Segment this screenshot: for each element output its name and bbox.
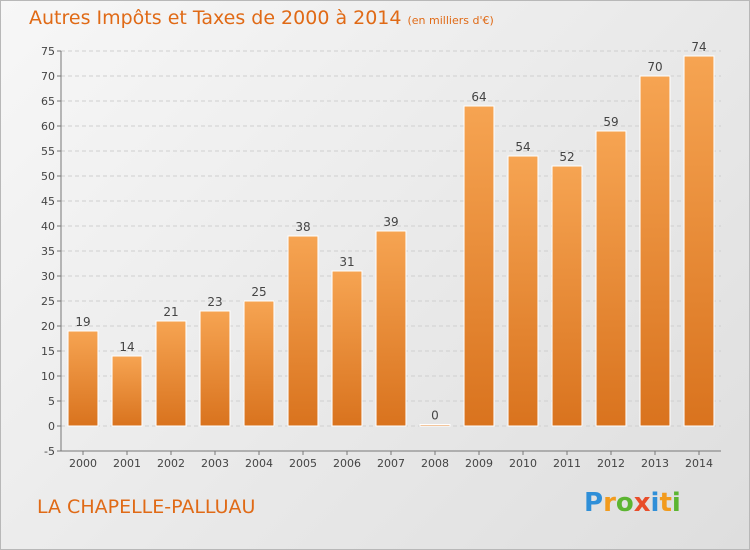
bar (155, 320, 187, 427)
data-label: 14 (119, 340, 134, 354)
bar (507, 155, 539, 427)
logo-letter: i (671, 488, 681, 518)
x-tick-label: 2012 (597, 457, 625, 470)
y-tick-label: -5 (44, 445, 55, 458)
y-tick-label: 20 (41, 320, 55, 333)
data-label: 54 (515, 140, 530, 154)
x-tick-label: 2007 (377, 457, 405, 470)
y-tick-label: 65 (41, 95, 55, 108)
chart-title-text: Autres Impôts et Taxes de 2000 à 2014 (29, 7, 402, 29)
x-tick-label: 2004 (245, 457, 273, 470)
y-tick-label: 50 (41, 170, 55, 183)
bar (595, 130, 627, 427)
chart-title: Autres Impôts et Taxes de 2000 à 2014 (en… (29, 7, 494, 29)
logo-letter: x (633, 488, 651, 518)
y-tick-label: 70 (41, 70, 55, 83)
y-tick-label: 0 (48, 420, 55, 433)
x-tick-label: 2002 (157, 457, 185, 470)
bars (67, 55, 715, 427)
x-tick-label: 2010 (509, 457, 537, 470)
data-label: 52 (559, 150, 574, 164)
bar (683, 55, 715, 427)
logo-letter: t (659, 488, 672, 518)
x-tick-label: 2009 (465, 457, 493, 470)
data-label: 19 (75, 315, 90, 329)
bar (639, 75, 671, 427)
axes: -5 0 5 10 15 20 25 30 35 40 45 50 55 60 65 70 75 2000 2001… (41, 45, 721, 470)
logo-letter: o (615, 488, 634, 518)
data-labels: 19 14 21 23 25 38 31 39 0 64 54 52 59 70 74 (75, 40, 706, 423)
bar (463, 105, 495, 427)
y-tick-label: 15 (41, 345, 55, 358)
y-tick-label: 25 (41, 295, 55, 308)
x-tick-label: 2005 (289, 457, 317, 470)
x-tick-label: 2001 (113, 457, 141, 470)
y-tick-label: 30 (41, 270, 55, 283)
y-tick-label: 75 (41, 45, 55, 58)
y-tick-label: 60 (41, 120, 55, 133)
y-tick-label: 45 (41, 195, 55, 208)
data-label: 39 (383, 215, 398, 229)
bar (331, 270, 363, 427)
bar (67, 330, 99, 427)
commune-name: LA CHAPELLE-PALLUAU (37, 496, 256, 518)
data-label: 23 (207, 295, 222, 309)
logo-letter: r (603, 488, 616, 518)
bar (551, 165, 583, 427)
bar (243, 300, 275, 427)
chart-subtitle: (en milliers d'€) (407, 14, 494, 27)
data-label: 74 (691, 40, 706, 54)
bar (199, 310, 231, 427)
bar (287, 235, 319, 427)
x-tick-label: 2013 (641, 457, 669, 470)
x-tick-label: 2014 (685, 457, 713, 470)
data-label: 21 (163, 305, 178, 319)
data-label: 0 (431, 409, 439, 423)
x-tick-label: 2000 (69, 457, 97, 470)
logo-letter: i (650, 488, 660, 518)
bar (375, 230, 407, 427)
y-tick-label: 35 (41, 245, 55, 258)
data-label: 25 (251, 285, 266, 299)
logo-letter: P (584, 488, 604, 518)
x-tick-label: 2003 (201, 457, 229, 470)
data-label: 59 (603, 115, 618, 129)
bar (111, 355, 143, 427)
y-tick-label: 10 (41, 370, 55, 383)
data-label: 38 (295, 220, 310, 234)
proxiti-logo: Proxiti (584, 488, 681, 518)
data-label: 70 (647, 60, 662, 74)
bar (419, 424, 451, 427)
data-label: 64 (471, 90, 486, 104)
x-tick-label: 2011 (553, 457, 581, 470)
y-tick-label: 55 (41, 145, 55, 158)
y-tick-label: 40 (41, 220, 55, 233)
y-tick-label: 5 (48, 395, 55, 408)
x-tick-label: 2008 (421, 457, 449, 470)
x-tick-label: 2006 (333, 457, 361, 470)
data-label: 31 (339, 255, 354, 269)
